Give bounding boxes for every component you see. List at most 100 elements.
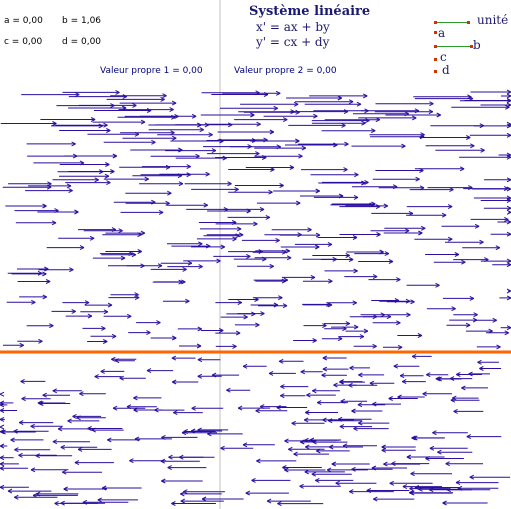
field-arrow: [375, 204, 381, 208]
field-arrow: [337, 336, 343, 340]
field-arrow: [363, 330, 369, 334]
field-arrow: [112, 153, 118, 157]
field-arrow: [339, 426, 345, 430]
param-b-value: b = 1,06: [62, 16, 102, 26]
field-arrow: [191, 113, 197, 117]
field-arrow: [410, 301, 415, 305]
field-arrow: [417, 335, 423, 338]
field-arrow: [71, 141, 76, 145]
field-arrow: [506, 93, 511, 97]
field-arrow: [165, 164, 171, 168]
field-arrow: [467, 96, 472, 100]
equation-y: y' = cx + dy: [256, 35, 330, 49]
field-arrow: [343, 169, 348, 173]
field-arrow: [506, 200, 511, 203]
field-arrow: [269, 265, 274, 269]
field-arrow: [181, 279, 186, 283]
field-arrow: [107, 439, 112, 443]
field-arrow: [290, 109, 295, 113]
field-arrow: [389, 480, 395, 484]
field-arrow: [288, 446, 293, 450]
field-arrow: [305, 410, 310, 413]
field-arrow: [42, 294, 47, 298]
field-arrow: [428, 109, 434, 113]
field-arrow: [45, 281, 51, 284]
field-arrow: [358, 372, 363, 376]
field-arrow: [218, 328, 224, 331]
field-arrow: [171, 503, 176, 506]
a-handle[interactable]: [434, 31, 437, 34]
field-arrow: [151, 199, 156, 203]
field-arrow: [140, 232, 146, 236]
b-label: b: [473, 38, 481, 52]
field-arrow: [97, 497, 103, 501]
field-arrow: [119, 375, 124, 379]
field-arrow: [473, 312, 478, 316]
field-arrow: [326, 303, 331, 307]
field-arrow: [506, 297, 511, 301]
field-arrow: [506, 154, 511, 158]
field-arrow: [71, 310, 76, 314]
field-arrow: [111, 227, 117, 231]
field-arrow: [0, 457, 5, 461]
field-arrow: [411, 115, 417, 119]
field-arrow: [420, 225, 426, 229]
field-arrow: [54, 502, 59, 506]
field-arrow: [253, 221, 258, 225]
field-arrow: [479, 368, 484, 371]
field-arrow: [227, 181, 232, 185]
field-arrow: [450, 399, 456, 403]
field-arrow: [255, 408, 260, 412]
field-arrow: [344, 143, 349, 147]
field-arrow: [79, 245, 85, 249]
field-arrow: [404, 228, 410, 232]
field-arrow: [313, 115, 318, 119]
field-arrow: [222, 157, 227, 161]
field-arrow: [453, 408, 458, 412]
field-arrow: [165, 202, 170, 206]
field-arrow: [121, 107, 127, 111]
field-arrow: [408, 210, 414, 214]
field-arrow: [0, 426, 5, 430]
field-arrow: [506, 211, 511, 215]
field-arrow: [455, 480, 461, 484]
b-handle-start[interactable]: [434, 45, 437, 48]
field-arrow: [468, 371, 473, 375]
field-arrow: [326, 301, 331, 305]
field-arrow: [182, 266, 187, 270]
field-arrow: [44, 268, 49, 272]
field-arrow: [167, 192, 172, 196]
field-arrow: [300, 369, 306, 373]
field-arrow: [238, 234, 244, 238]
field-arrow: [467, 94, 472, 98]
field-arrow: [393, 363, 399, 367]
field-arrow: [372, 345, 377, 349]
field-arrow: [332, 258, 337, 262]
c-handle[interactable]: [434, 58, 437, 61]
field-arrow: [45, 279, 51, 282]
field-arrow: [411, 437, 416, 441]
field-arrow: [345, 321, 351, 325]
field-arrow: [322, 357, 328, 361]
field-arrow: [506, 221, 511, 225]
field-arrow: [42, 394, 47, 398]
field-arrow: [156, 322, 161, 326]
unit-handle-start[interactable]: [434, 21, 437, 24]
field-arrow: [21, 396, 26, 400]
eigenvalue-2: Valeur propre 2 = 0,00: [234, 66, 337, 76]
field-arrow: [94, 179, 99, 183]
d-handle[interactable]: [434, 70, 437, 73]
field-arrow: [134, 294, 139, 298]
field-arrow: [342, 326, 347, 330]
unit-segment: [436, 22, 469, 23]
field-arrow: [19, 342, 24, 346]
field-arrow: [105, 162, 110, 165]
unit-handle-end[interactable]: [467, 21, 470, 24]
field-arrow: [465, 322, 471, 326]
field-arrow: [126, 404, 132, 408]
field-arrow: [171, 137, 177, 141]
field-arrow: [235, 332, 241, 336]
field-arrow: [414, 485, 420, 488]
b-handle-end[interactable]: [470, 45, 473, 48]
